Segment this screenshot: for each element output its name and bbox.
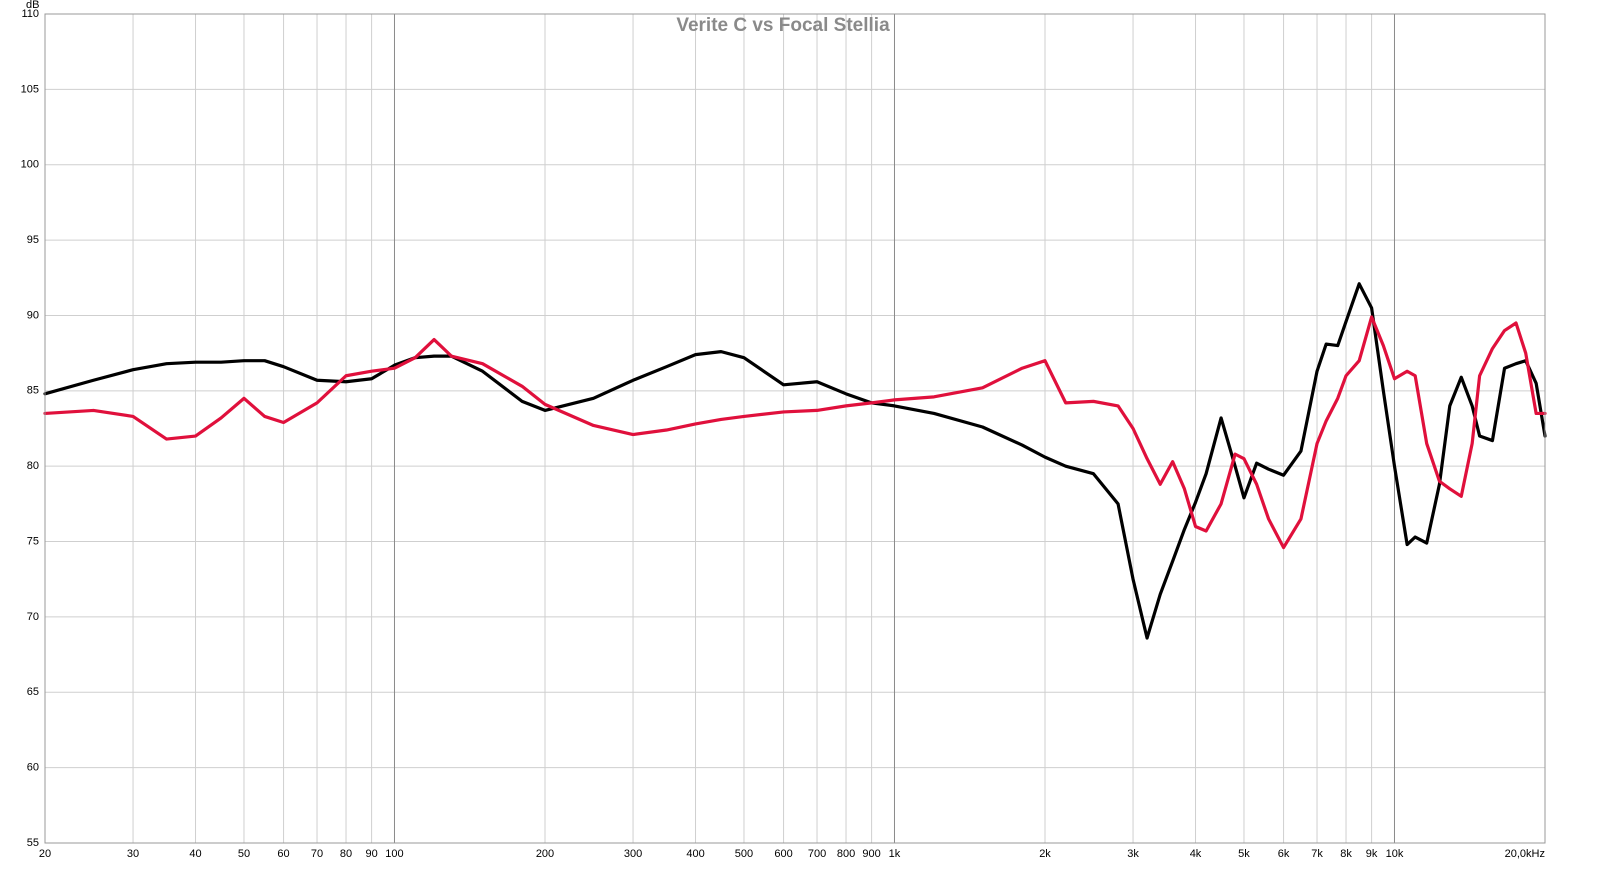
x-tick-label: 200 xyxy=(536,848,554,860)
x-tick-label: 4k xyxy=(1190,848,1202,860)
y-tick-label: 95 xyxy=(27,234,39,246)
x-tick-label: 2k xyxy=(1039,848,1051,860)
y-tick-label: 80 xyxy=(27,460,39,472)
x-tick-label: 60 xyxy=(277,848,289,860)
x-tick-label: 800 xyxy=(837,848,855,860)
x-tick-label: 70 xyxy=(311,848,323,860)
y-tick-label: 85 xyxy=(27,385,39,397)
x-tick-label: 5k xyxy=(1238,848,1250,860)
x-tick-label: 400 xyxy=(686,848,704,860)
series-line xyxy=(43,282,1547,640)
series-line xyxy=(43,315,1547,550)
x-tick-label: 10k xyxy=(1386,848,1404,860)
plot-lines xyxy=(43,282,1547,640)
x-tick-label: 9k xyxy=(1366,848,1378,860)
x-tick-label: 20,0kHz xyxy=(1505,848,1545,860)
x-tick-label: 80 xyxy=(340,848,352,860)
chart-title: Verite C vs Focal Stellia xyxy=(676,15,890,36)
y-tick-label: 75 xyxy=(27,535,39,547)
y-axis-label: dB xyxy=(26,0,39,11)
y-tick-label: 90 xyxy=(27,309,39,321)
y-tick-label: 65 xyxy=(27,686,39,698)
x-tick-label: 100 xyxy=(385,848,403,860)
y-tick-label: 110 xyxy=(21,8,39,20)
x-tick-label: 50 xyxy=(238,848,250,860)
x-tick-label: 700 xyxy=(808,848,826,860)
x-tick-label: 3k xyxy=(1127,848,1139,860)
x-tick-label: 900 xyxy=(862,848,880,860)
x-tick-label: 20 xyxy=(39,848,51,860)
x-tick-label: 7k xyxy=(1311,848,1323,860)
plot-frame xyxy=(44,13,1546,844)
x-tick-label: 500 xyxy=(735,848,753,860)
x-tick-label: 30 xyxy=(127,848,139,860)
x-tick-label: 300 xyxy=(624,848,642,860)
x-tick-label: 6k xyxy=(1278,848,1290,860)
y-tick-label: 55 xyxy=(27,837,39,849)
x-tick-label: 600 xyxy=(774,848,792,860)
x-tick-label: 1k xyxy=(889,848,901,860)
y-tick-label: 105 xyxy=(21,83,39,95)
y-tick-label: 60 xyxy=(27,762,39,774)
x-tick-label: 8k xyxy=(1340,848,1352,860)
x-tick-label: 40 xyxy=(189,848,201,860)
x-tick-label: 90 xyxy=(365,848,377,860)
y-tick-label: 70 xyxy=(27,611,39,623)
y-tick-label: 100 xyxy=(21,159,39,171)
